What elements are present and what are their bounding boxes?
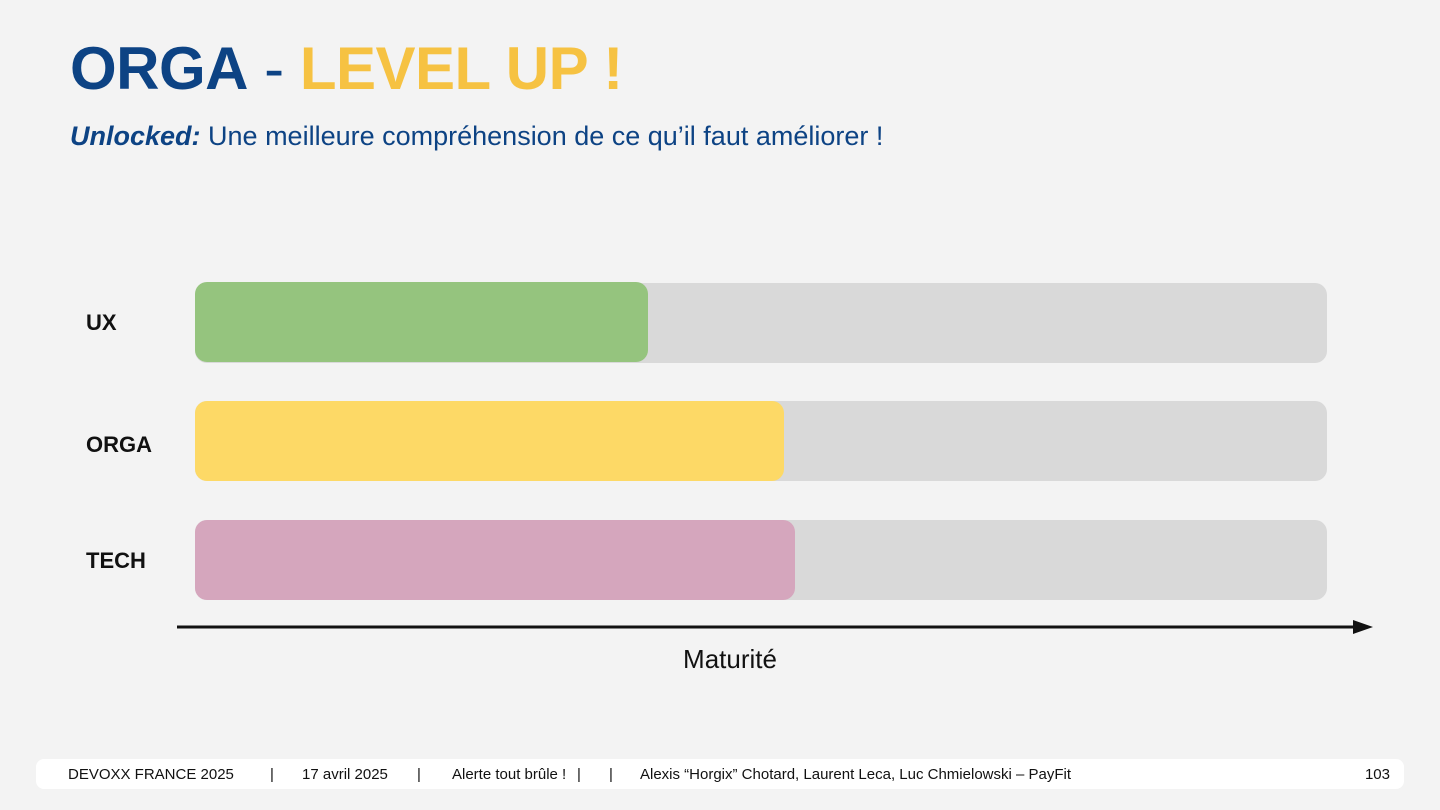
row-label-ux: UX xyxy=(86,310,117,335)
bar-ux xyxy=(195,282,648,362)
bar-tech xyxy=(195,520,795,600)
footer-talk-title: Alerte tout brûle ! xyxy=(452,766,567,783)
footer-event: DEVOXX FRANCE 2025 xyxy=(68,766,234,783)
maturity-axis-arrow xyxy=(177,620,1373,634)
title-separator: - xyxy=(248,35,300,102)
subtitle-lead: Unlocked: xyxy=(70,121,201,151)
subtitle-text: Une meilleure compréhension de ce qu’il … xyxy=(200,121,884,151)
row-label-tech: TECH xyxy=(86,548,146,573)
track-ux xyxy=(195,282,1327,363)
x-axis-label: Maturité xyxy=(683,644,777,674)
footer-separator: | xyxy=(417,766,421,783)
footer-date: 17 avril 2025 xyxy=(302,766,388,783)
title-part-orga: ORGA xyxy=(70,35,249,102)
bar-orga xyxy=(195,401,784,481)
slide-subtitle: Unlocked: Une meilleure compréhension de… xyxy=(70,118,883,154)
footer-separator: | xyxy=(577,766,581,783)
row-label-orga: ORGA xyxy=(86,432,152,457)
track-tech xyxy=(195,520,1327,600)
slide-title: ORGA - LEVEL UP ! xyxy=(70,34,623,104)
title-part-level-up: LEVEL UP ! xyxy=(299,35,623,102)
footer-separator: | xyxy=(270,766,274,783)
slide-footer: DEVOXX FRANCE 2025 | 17 avril 2025 | Ale… xyxy=(36,759,1404,789)
page-number: 103 xyxy=(1364,766,1390,783)
track-orga xyxy=(195,401,1327,481)
footer-separator: | xyxy=(609,766,613,783)
footer-authors: Alexis “Horgix” Chotard, Laurent Leca, L… xyxy=(640,766,1072,783)
